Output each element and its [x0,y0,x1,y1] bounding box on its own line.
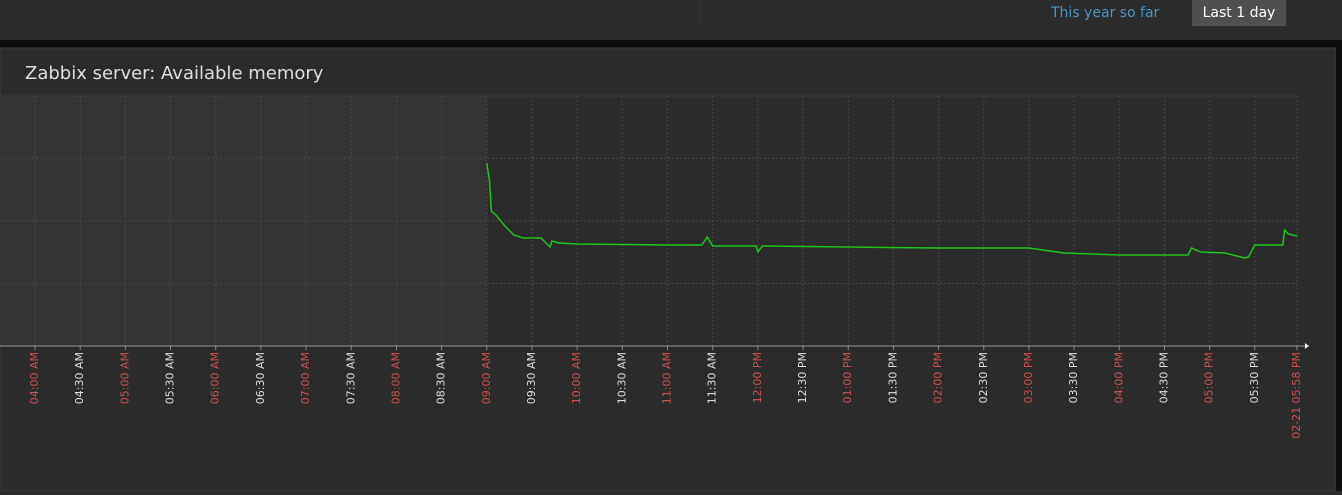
x-tick-label: 08:00 AM [389,352,402,404]
x-tick-label: 11:00 AM [661,352,674,404]
x-tick-label: 09:30 AM [525,352,538,404]
x-tick-label: 07:00 AM [299,352,312,404]
x-tick-label: 05:30 AM [164,352,177,404]
time-button-label[interactable]: Last 1 day [1203,5,1276,21]
x-tick-label: 06:00 AM [209,352,222,404]
x-tick-label: 12:30 PM [796,352,809,403]
x-tick-label: 04:30 AM [73,352,86,404]
x-tick-label: 02:00 PM [932,352,945,403]
scroll-gap [1336,48,1342,491]
x-tick-label: 07:30 AM [344,352,357,404]
plot: 04:00 AM 04:30 AM 05:00 AM 05:30 AM 06:00 AM… [0,95,1309,439]
x-tick-label: 05:00 PM [1203,352,1216,403]
x-tick-label: 04:00 PM [1112,352,1125,403]
x-tick-label: 12:00 PM [751,352,764,403]
x-tick-label: 05:30 PM [1248,352,1261,403]
x-tick-label: 10:00 AM [570,352,583,404]
x-tick-label: 09:00 AM [480,352,493,404]
top-bar [0,0,1342,40]
time-link[interactable]: This year so far [1050,5,1160,21]
x-tick-label: 10:30 AM [615,352,628,404]
x-tick-label: 03:00 PM [1022,352,1035,403]
data-line [486,162,1298,259]
x-tick-label: 01:00 PM [841,352,854,403]
x-tick-label: 01:30 PM [886,352,899,403]
x-tick-label: 06:30 AM [254,352,267,404]
widget-title: Zabbix server: Available memory [25,63,324,84]
axis-arrow [1305,343,1309,349]
x-tick-label: 02-21 05:58 PM [1290,352,1303,439]
x-tick-label: 04:00 AM [28,352,41,404]
x-tick-label: 04:30 PM [1157,352,1170,403]
x-tick-label: 08:30 AM [435,352,448,404]
time-button[interactable] [1192,0,1286,26]
x-tick-label: 02:30 PM [977,352,990,403]
x-tick-label: 11:30 AM [706,352,719,404]
x-tick-label: 05:00 AM [118,352,131,404]
x-tick-label: 03:30 PM [1067,352,1080,403]
separator [0,40,1342,48]
